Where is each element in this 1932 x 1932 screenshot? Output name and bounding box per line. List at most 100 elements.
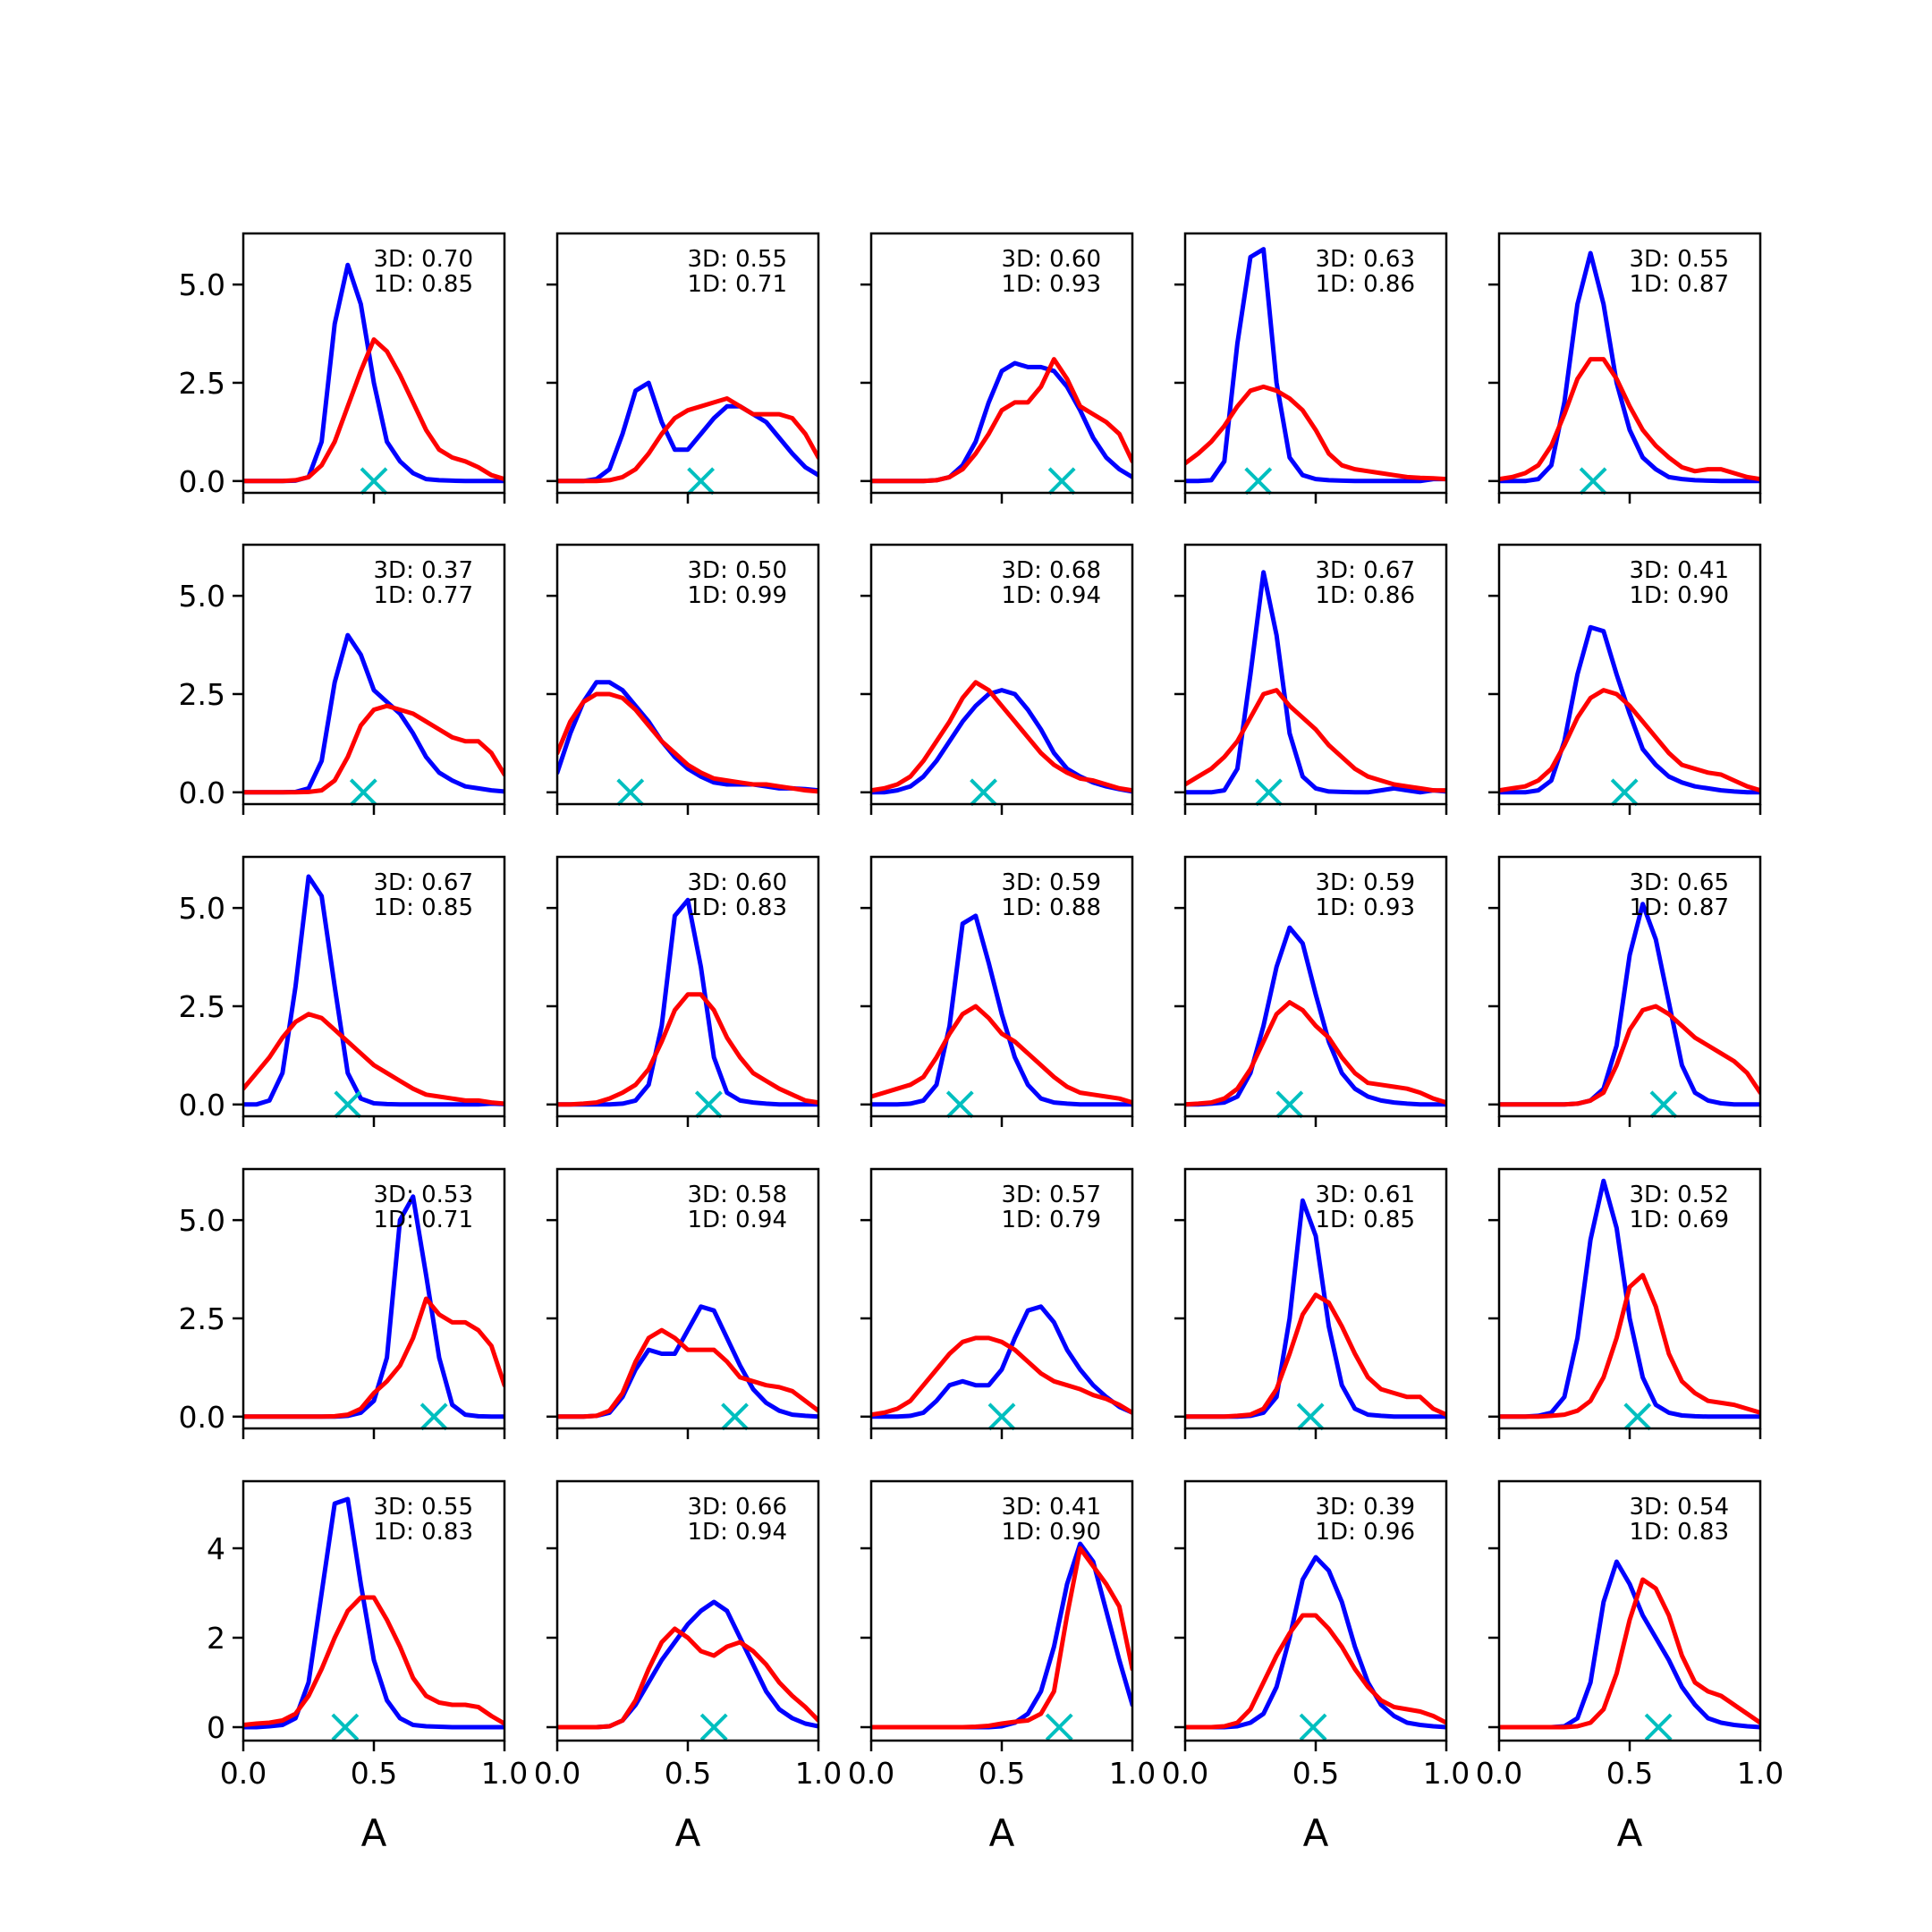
x-tick-label: 0.0 xyxy=(1476,1756,1522,1791)
x-marker xyxy=(419,1402,448,1431)
blue-curve xyxy=(1185,925,1446,1107)
red-curve xyxy=(1499,1273,1760,1419)
x-marker xyxy=(616,778,645,807)
red-curve xyxy=(557,691,818,794)
blue-curve xyxy=(1499,250,1760,484)
x-marker xyxy=(1296,1402,1325,1431)
label-1d: 1D: 0.90 xyxy=(1630,582,1729,609)
label-3d: 3D: 0.68 xyxy=(1002,557,1101,584)
red-curve xyxy=(243,337,504,484)
blue-curve xyxy=(1185,570,1446,795)
blue-curve xyxy=(243,874,504,1107)
x-tick-label: 1.0 xyxy=(1737,1756,1784,1791)
red-curve xyxy=(871,680,1132,793)
label-1d: 1D: 0.85 xyxy=(1316,1207,1415,1233)
x-marker xyxy=(334,1090,362,1119)
y-tick-label: 2.5 xyxy=(179,677,225,712)
label-1d: 1D: 0.69 xyxy=(1630,1207,1729,1233)
x-tick-label: 1.0 xyxy=(795,1756,842,1791)
label-1d: 1D: 0.87 xyxy=(1630,271,1729,298)
red-curve xyxy=(1185,1292,1446,1419)
x-axis-label: A xyxy=(361,1811,387,1855)
red-curve xyxy=(871,357,1132,484)
label-3d: 3D: 0.52 xyxy=(1630,1182,1729,1208)
label-3d: 3D: 0.65 xyxy=(1630,869,1729,896)
x-marker xyxy=(694,1090,723,1119)
blue-curve xyxy=(871,913,1132,1107)
y-tick-label: 0.0 xyxy=(179,775,225,810)
x-tick-label: 1.0 xyxy=(481,1756,528,1791)
red-curve xyxy=(1499,1004,1760,1107)
y-tick-label: 0.0 xyxy=(179,1088,225,1123)
label-1d: 1D: 0.93 xyxy=(1316,894,1415,921)
label-3d: 3D: 0.54 xyxy=(1630,1494,1729,1521)
x-tick-label: 1.0 xyxy=(1109,1756,1156,1791)
red-curve xyxy=(1185,1000,1446,1107)
label-3d: 3D: 0.70 xyxy=(374,246,473,273)
x-axis-label: A xyxy=(989,1811,1015,1855)
x-tick-label: 0.0 xyxy=(220,1756,267,1791)
x-marker xyxy=(1649,1090,1678,1119)
blue-curve xyxy=(557,897,818,1107)
red-curve xyxy=(871,1004,1132,1106)
red-curve xyxy=(243,1012,504,1106)
label-1d: 1D: 0.96 xyxy=(1316,1519,1415,1546)
label-3d: 3D: 0.37 xyxy=(374,557,473,584)
red-curve xyxy=(243,1595,504,1727)
x-axis-label: A xyxy=(1617,1811,1643,1855)
label-1d: 1D: 0.86 xyxy=(1316,271,1415,298)
label-3d: 3D: 0.59 xyxy=(1316,869,1415,896)
label-1d: 1D: 0.87 xyxy=(1630,894,1729,921)
label-1d: 1D: 0.99 xyxy=(688,582,787,609)
x-marker xyxy=(945,1090,974,1119)
label-1d: 1D: 0.85 xyxy=(374,894,473,921)
x-marker xyxy=(970,778,997,807)
label-3d: 3D: 0.55 xyxy=(688,246,787,273)
x-marker xyxy=(1244,467,1273,496)
label-3d: 3D: 0.67 xyxy=(374,869,473,896)
x-tick-label: 0.5 xyxy=(665,1756,711,1791)
x-marker xyxy=(1644,1713,1673,1741)
label-3d: 3D: 0.67 xyxy=(1316,557,1415,584)
red-curve xyxy=(1499,357,1760,482)
blue-curve xyxy=(1499,624,1760,795)
x-marker xyxy=(1047,467,1076,496)
label-3d: 3D: 0.55 xyxy=(374,1494,473,1521)
red-curve xyxy=(243,703,504,795)
x-marker xyxy=(1610,778,1639,807)
x-marker xyxy=(331,1713,360,1741)
label-3d: 3D: 0.60 xyxy=(1002,246,1101,273)
label-3d: 3D: 0.63 xyxy=(1316,246,1415,273)
label-1d: 1D: 0.83 xyxy=(1630,1519,1729,1546)
y-tick-label: 5.0 xyxy=(179,891,225,926)
y-tick-label: 2 xyxy=(207,1621,225,1656)
red-curve xyxy=(1499,1577,1760,1730)
x-marker xyxy=(360,467,388,496)
label-1d: 1D: 0.71 xyxy=(688,271,787,298)
label-3d: 3D: 0.53 xyxy=(374,1182,473,1208)
blue-curve xyxy=(243,1496,504,1730)
x-marker xyxy=(349,778,377,807)
x-tick-label: 1.0 xyxy=(1423,1756,1470,1791)
label-3d: 3D: 0.58 xyxy=(688,1182,787,1208)
x-marker xyxy=(1579,467,1607,496)
x-tick-label: 0.5 xyxy=(351,1756,397,1791)
label-1d: 1D: 0.71 xyxy=(374,1207,473,1233)
red-curve xyxy=(557,992,818,1107)
